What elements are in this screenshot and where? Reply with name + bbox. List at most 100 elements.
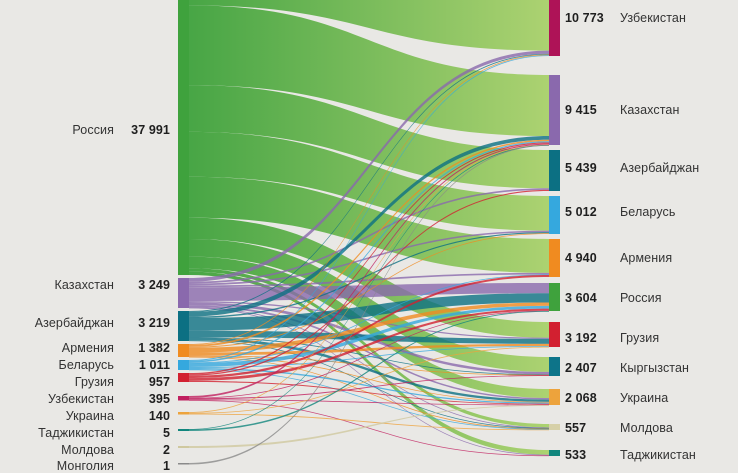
flow-link: [189, 310, 549, 431]
flow-link: [189, 217, 549, 338]
flow-link: [189, 293, 549, 331]
right-node-bar: [549, 196, 560, 234]
left-node-label-row: Украина 140: [0, 409, 170, 423]
node-name-label: Азербайджан: [620, 161, 700, 175]
node-name-label: Россия: [72, 123, 114, 137]
left-node-bar: [178, 278, 189, 308]
flow-link: [189, 337, 549, 376]
node-value-label: 5 439: [565, 161, 597, 175]
node-name-label: Таджикистан: [38, 426, 114, 440]
node-value-label: 5 012: [565, 205, 597, 219]
left-node-label-row: Монголия 1: [0, 459, 170, 473]
node-name-label: Россия: [620, 291, 662, 305]
node-name-label: Монголия: [56, 459, 114, 473]
flow-link: [189, 233, 549, 348]
left-node-label-row: Грузия 957: [0, 375, 170, 389]
left-node-bar: [178, 311, 189, 341]
node-value-label: 5: [162, 426, 170, 440]
flow-link: [189, 274, 549, 364]
left-node-bar: [178, 446, 189, 448]
left-node-label-row: Таджикистан 5: [0, 426, 170, 440]
node-value-label: 1 382: [138, 341, 170, 355]
flow-link: [189, 301, 549, 339]
node-name-label: Армения: [61, 341, 114, 355]
node-value-label: 3 604: [565, 291, 597, 305]
right-node-bar: [549, 357, 560, 376]
flow-link: [189, 368, 549, 404]
left-node-bar: [178, 463, 189, 465]
flow-link: [189, 310, 549, 399]
node-name-label: Грузия: [620, 331, 660, 345]
node-value-label: 2: [162, 443, 170, 457]
flow-link: [189, 136, 549, 317]
node-name-label: Узбекистан: [48, 392, 114, 406]
right-node-label-row: 2 068 Украина: [565, 391, 668, 405]
flow-link: [189, 54, 549, 345]
right-node-bar: [549, 239, 560, 277]
flow-link: [189, 142, 549, 375]
right-node-label-row: 5 012 Беларусь: [565, 205, 675, 219]
node-value-label: 533: [565, 448, 587, 462]
left-node-bar: [178, 0, 189, 275]
flow-link: [189, 404, 549, 448]
flow-link: [189, 0, 549, 51]
node-value-label: 3 192: [565, 331, 597, 345]
flow-link: [189, 272, 549, 288]
flow-link: [189, 355, 549, 403]
node-name-label: Молдова: [620, 421, 673, 435]
node-name-label: Таджикистан: [620, 448, 696, 462]
flow-link: [189, 307, 549, 429]
node-value-label: 37 991: [131, 123, 170, 137]
left-node-label-row: Казахстан 3 249: [0, 278, 170, 292]
right-node-label-row: 10 773 Узбекистан: [565, 11, 686, 25]
flow-link: [189, 131, 549, 231]
node-value-label: 9 415: [565, 103, 597, 117]
left-node-bar: [178, 396, 189, 401]
flow-link: [189, 141, 549, 363]
flow-link: [189, 399, 549, 457]
left-node-bar: [178, 429, 189, 431]
left-node-label-row: Узбекистан 395: [0, 392, 170, 406]
flow-link: [189, 413, 549, 431]
node-name-label: Молдова: [61, 443, 114, 457]
right-node-label-row: 557 Молдова: [565, 421, 673, 435]
left-node-label-row: Беларусь 1 011: [0, 358, 170, 372]
node-value-label: 140: [148, 409, 170, 423]
flow-link: [189, 355, 549, 376]
node-name-label: Армения: [620, 251, 673, 265]
right-node-label-row: 3 604 Россия: [565, 291, 662, 305]
flow-link: [189, 53, 549, 312]
flow-link: [189, 50, 549, 282]
flow-link: [189, 55, 549, 361]
flow-link: [189, 144, 549, 413]
node-value-label: 957: [148, 375, 170, 389]
flow-link: [189, 268, 549, 428]
left-node-bar: [178, 344, 189, 357]
node-value-label: 2 407: [565, 361, 597, 375]
right-node-label-row: 5 439 Азербайджан: [565, 161, 699, 175]
flow-link: [189, 375, 549, 400]
flow-link: [189, 144, 549, 465]
flow-link: [189, 380, 549, 405]
flow-link: [189, 343, 549, 356]
right-node-label-row: 533 Таджикистан: [565, 448, 696, 462]
node-name-label: Беларусь: [620, 205, 676, 219]
node-name-label: Кыргызстан: [620, 361, 690, 375]
right-node-bar: [549, 389, 560, 405]
flow-link: [189, 271, 549, 455]
flow-link: [189, 274, 549, 379]
left-node-bar: [178, 360, 189, 370]
node-name-label: Узбекистан: [620, 11, 686, 25]
node-value-label: 3 219: [138, 316, 170, 330]
right-node-bar: [549, 150, 560, 191]
right-node-bar: [549, 450, 560, 456]
node-value-label: 557: [565, 421, 587, 435]
right-node-label-row: 4 940 Армения: [565, 251, 672, 265]
flow-link: [189, 143, 549, 398]
left-node-label-row: Россия 37 991: [0, 123, 170, 137]
flow-link: [189, 305, 549, 400]
left-node-bar: [178, 373, 189, 382]
right-node-bar: [549, 283, 560, 311]
